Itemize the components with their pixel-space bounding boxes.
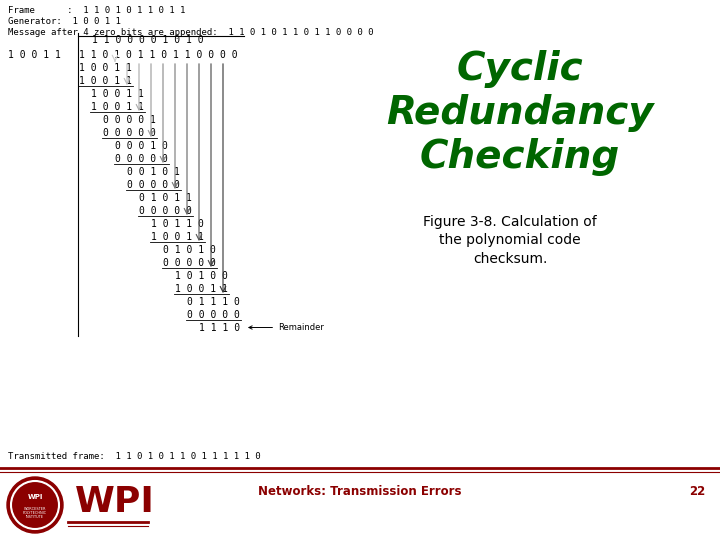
Text: 0 0 0 1 0: 0 0 0 1 0 xyxy=(115,141,168,151)
Text: 1 0 0 1 1: 1 0 0 1 1 xyxy=(91,102,144,112)
Text: 0 0 0 0 0: 0 0 0 0 0 xyxy=(127,180,180,190)
Text: 1 0 0 1 1: 1 0 0 1 1 xyxy=(91,89,144,99)
Circle shape xyxy=(7,477,63,533)
Text: WORCESTER: WORCESTER xyxy=(24,507,46,511)
Text: 1 0 0 1 1: 1 0 0 1 1 xyxy=(175,284,228,294)
Text: 1 1 0 1 0 1 1 0 1 1 0 0 0 0: 1 1 0 1 0 1 1 0 1 1 0 0 0 0 xyxy=(79,50,238,60)
Text: INSTITUTE: INSTITUTE xyxy=(26,515,44,519)
Text: Frame      :  1 1 0 1 0 1 1 0 1 1: Frame : 1 1 0 1 0 1 1 0 1 1 xyxy=(8,6,185,15)
Text: WPI: WPI xyxy=(27,494,42,500)
Text: Networks: Transmission Errors: Networks: Transmission Errors xyxy=(258,485,462,498)
Text: 1 0 0 1 1: 1 0 0 1 1 xyxy=(79,76,132,86)
Text: 1 1 1 0: 1 1 1 0 xyxy=(199,323,240,333)
Text: Cyclic
Redundancy
Checking: Cyclic Redundancy Checking xyxy=(386,50,654,176)
Text: 1 0 1 0 0: 1 0 1 0 0 xyxy=(175,271,228,281)
Text: 0 0 0 0 0: 0 0 0 0 0 xyxy=(115,154,168,164)
Text: 22: 22 xyxy=(689,485,705,498)
Text: 1 0 0 1 1: 1 0 0 1 1 xyxy=(79,63,132,73)
Text: 0 0 0 0 0: 0 0 0 0 0 xyxy=(187,310,240,320)
Text: 0 1 0 1 1: 0 1 0 1 1 xyxy=(139,193,192,203)
Text: 0 0 0 0 0: 0 0 0 0 0 xyxy=(163,258,216,268)
Text: 1 0 1 1 0: 1 0 1 1 0 xyxy=(151,219,204,229)
Text: Remainder: Remainder xyxy=(249,323,324,332)
Text: 1 0 0 1 1: 1 0 0 1 1 xyxy=(8,50,61,60)
Text: 0 1 0 1 0: 0 1 0 1 0 xyxy=(163,245,216,255)
Text: 0 0 1 0 1: 0 0 1 0 1 xyxy=(127,167,180,177)
Text: 1 1 0 0 0 0 1 0 1 0: 1 1 0 0 0 0 1 0 1 0 xyxy=(92,35,204,45)
Text: Figure 3-8. Calculation of
the polynomial code
checksum.: Figure 3-8. Calculation of the polynomia… xyxy=(423,215,597,266)
Text: WPI: WPI xyxy=(75,485,155,519)
Text: 0 1 1 1 0: 0 1 1 1 0 xyxy=(187,297,240,307)
Text: Message after 4 zero bits are appended:  1 1 0 1 0 1 1 0 1 1 0 0 0 0: Message after 4 zero bits are appended: … xyxy=(8,28,374,37)
Text: 0 0 0 0 0: 0 0 0 0 0 xyxy=(139,206,192,216)
Text: 0 0 0 0 1: 0 0 0 0 1 xyxy=(103,115,156,125)
Text: Generator:  1 0 0 1 1: Generator: 1 0 0 1 1 xyxy=(8,17,121,26)
Text: 1 0 0 1 1: 1 0 0 1 1 xyxy=(151,232,204,242)
Text: 0 0 0 0 0: 0 0 0 0 0 xyxy=(103,128,156,138)
Circle shape xyxy=(11,481,59,529)
Text: Transmitted frame:  1 1 0 1 0 1 1 0 1 1 1 1 1 0: Transmitted frame: 1 1 0 1 0 1 1 0 1 1 1… xyxy=(8,452,261,461)
Text: POLYTECHNIC: POLYTECHNIC xyxy=(23,511,47,515)
